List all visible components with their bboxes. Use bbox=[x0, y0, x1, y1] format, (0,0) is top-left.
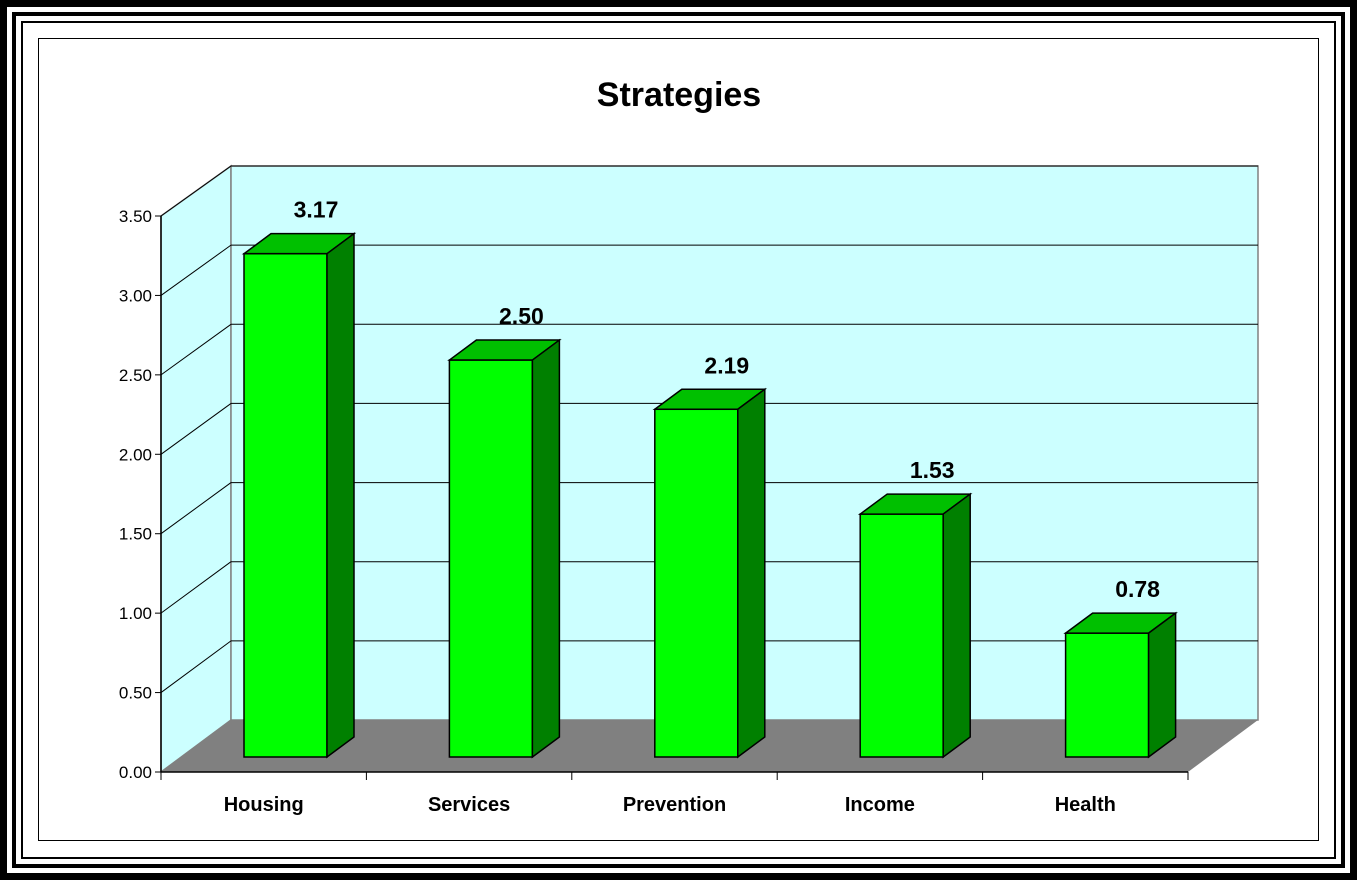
y-tick-label: 3.00 bbox=[119, 286, 152, 305]
bar-front bbox=[654, 408, 739, 758]
bar-side bbox=[531, 338, 561, 759]
y-tick-label: 2.00 bbox=[119, 445, 152, 464]
y-tick-label: 0.00 bbox=[119, 763, 152, 782]
bar-front bbox=[859, 513, 944, 758]
bars bbox=[241, 232, 1178, 759]
gridline-diagonal bbox=[160, 165, 232, 217]
data-label: 2.50 bbox=[499, 303, 544, 329]
value-labels: 3.17 2.50 2.19 1.53 0.78 bbox=[294, 197, 1161, 602]
bar-front bbox=[1064, 632, 1150, 758]
x-tick-label: Prevention bbox=[623, 794, 726, 816]
bar-front bbox=[448, 359, 534, 758]
data-label: 1.53 bbox=[910, 457, 955, 483]
y-tick-label: 2.50 bbox=[119, 366, 152, 385]
gridline-diagonal bbox=[160, 640, 232, 693]
bar-side bbox=[326, 232, 355, 759]
data-label: 0.78 bbox=[1115, 576, 1160, 602]
bar-side bbox=[737, 387, 766, 759]
x-tick-label: Income bbox=[845, 794, 915, 816]
bar-side bbox=[1147, 611, 1177, 759]
inner-border bbox=[21, 21, 1336, 859]
gridline-diagonal bbox=[160, 244, 232, 296]
data-label: 3.17 bbox=[294, 197, 339, 223]
axes bbox=[160, 216, 1189, 780]
side-wall bbox=[160, 164, 232, 774]
middle-border bbox=[12, 12, 1345, 868]
x-tick-label: Services bbox=[428, 794, 510, 816]
bar-side bbox=[942, 492, 971, 759]
data-label: 2.19 bbox=[704, 352, 749, 378]
x-axis-labels: Housing Services Prevention Income Health bbox=[224, 794, 1116, 816]
gridline-diagonal bbox=[160, 403, 232, 455]
gridline-diagonal bbox=[160, 323, 232, 376]
gridline-diagonal bbox=[160, 561, 232, 614]
y-tick-label: 1.00 bbox=[119, 604, 152, 623]
x-tick-label: Housing bbox=[224, 794, 304, 816]
gridline-diagonal bbox=[160, 482, 232, 535]
y-tick-label: 3.50 bbox=[119, 207, 152, 226]
y-axis-ticks: 0.00 0.50 1.00 1.50 2.00 2.50 3.00 3.50 bbox=[119, 207, 161, 782]
y-tick-label: 0.50 bbox=[119, 684, 152, 703]
bar-front bbox=[243, 252, 328, 758]
chart-title: Strategies bbox=[597, 76, 761, 114]
x-tick-label: Health bbox=[1055, 794, 1116, 816]
y-tick-label: 1.50 bbox=[119, 525, 152, 544]
